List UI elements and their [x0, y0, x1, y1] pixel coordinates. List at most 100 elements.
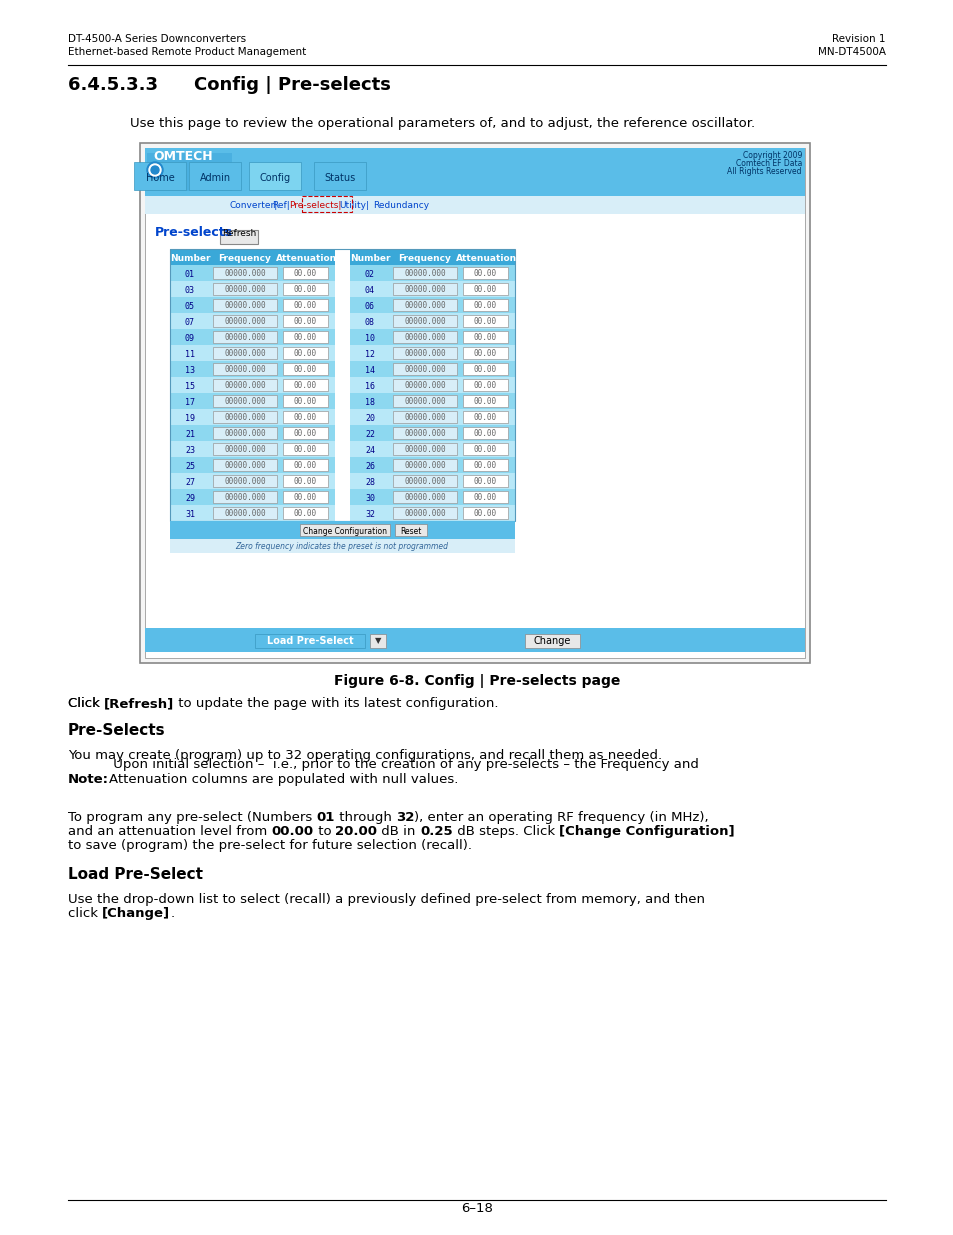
- Text: 00.00: 00.00: [473, 461, 497, 471]
- Text: to update the page with its latest configuration.: to update the page with its latest confi…: [174, 697, 498, 710]
- Text: 00.00: 00.00: [473, 382, 497, 390]
- Bar: [283, 427, 328, 438]
- Text: 00.00: 00.00: [272, 825, 314, 839]
- Text: 13: 13: [185, 366, 194, 375]
- Text: 00000.000: 00000.000: [404, 429, 445, 438]
- Bar: [283, 283, 328, 295]
- Text: 00.00: 00.00: [473, 396, 497, 406]
- Bar: [393, 395, 456, 408]
- Bar: [249, 162, 301, 190]
- Text: 00000.000: 00000.000: [404, 301, 445, 310]
- Bar: [140, 143, 809, 663]
- Bar: [283, 492, 328, 503]
- Text: 20.00: 20.00: [335, 825, 377, 839]
- Text: 00000.000: 00000.000: [404, 445, 445, 454]
- Text: 03: 03: [185, 287, 194, 295]
- Text: 00000.000: 00000.000: [224, 509, 266, 517]
- Text: Converter|: Converter|: [230, 201, 278, 210]
- Text: 00.00: 00.00: [294, 301, 316, 310]
- Text: 01: 01: [185, 270, 194, 279]
- Text: 02: 02: [365, 270, 375, 279]
- Bar: [299, 524, 390, 536]
- Bar: [393, 492, 456, 503]
- Bar: [283, 267, 328, 279]
- Text: 6.4.5.3.3  Config | Pre-selects: 6.4.5.3.3 Config | Pre-selects: [68, 77, 391, 94]
- Text: 00.00: 00.00: [473, 317, 497, 326]
- Bar: [170, 425, 335, 441]
- Bar: [393, 459, 456, 471]
- Text: 00.00: 00.00: [294, 477, 316, 487]
- Text: to save (program) the pre-select for future selection (recall).: to save (program) the pre-select for fut…: [68, 839, 472, 852]
- Text: 00.00: 00.00: [294, 396, 316, 406]
- Text: 00000.000: 00000.000: [224, 285, 266, 294]
- Text: 00.00: 00.00: [473, 301, 497, 310]
- Bar: [462, 299, 507, 311]
- Bar: [170, 521, 515, 538]
- Text: 26: 26: [365, 462, 375, 471]
- Text: 00000.000: 00000.000: [404, 396, 445, 406]
- Bar: [462, 492, 507, 503]
- Text: 05: 05: [185, 303, 194, 311]
- Text: 00.00: 00.00: [473, 350, 497, 358]
- Text: OMTECH: OMTECH: [152, 149, 213, 163]
- Text: Load Pre-Select: Load Pre-Select: [68, 867, 203, 882]
- Text: 00000.000: 00000.000: [224, 412, 266, 422]
- Text: 29: 29: [185, 494, 194, 503]
- Text: 00000.000: 00000.000: [404, 333, 445, 342]
- Text: 00.00: 00.00: [473, 493, 497, 501]
- Bar: [145, 629, 804, 652]
- Text: 00000.000: 00000.000: [224, 493, 266, 501]
- Bar: [145, 148, 804, 196]
- Bar: [462, 411, 507, 424]
- Text: 00.00: 00.00: [294, 429, 316, 438]
- Bar: [462, 508, 507, 519]
- Bar: [350, 249, 515, 266]
- Text: Status: Status: [324, 173, 355, 183]
- Bar: [283, 475, 328, 487]
- Bar: [350, 266, 515, 282]
- Text: 07: 07: [185, 317, 194, 327]
- Text: Refresh: Refresh: [222, 228, 255, 238]
- Text: 00.00: 00.00: [473, 333, 497, 342]
- Bar: [462, 363, 507, 375]
- Text: Note:: Note:: [68, 773, 109, 785]
- Bar: [283, 443, 328, 454]
- Bar: [170, 441, 335, 457]
- Bar: [350, 505, 515, 521]
- Text: Frequency: Frequency: [398, 254, 451, 263]
- Bar: [213, 379, 276, 391]
- Bar: [283, 315, 328, 327]
- Text: Redundancy: Redundancy: [373, 201, 429, 210]
- Bar: [213, 508, 276, 519]
- Text: Pre-selects: Pre-selects: [154, 226, 233, 240]
- Bar: [462, 283, 507, 295]
- Text: Ethernet-based Remote Product Management: Ethernet-based Remote Product Management: [68, 47, 306, 57]
- Text: 00000.000: 00000.000: [224, 445, 266, 454]
- Bar: [393, 267, 456, 279]
- Bar: [170, 409, 335, 425]
- Text: 00000.000: 00000.000: [224, 350, 266, 358]
- Text: 00.00: 00.00: [473, 445, 497, 454]
- Text: 20: 20: [365, 414, 375, 424]
- Text: click: click: [68, 906, 102, 920]
- Text: 08: 08: [365, 317, 375, 327]
- Text: Figure 6-8. Config | Pre-selects page: Figure 6-8. Config | Pre-selects page: [334, 674, 619, 688]
- Bar: [170, 377, 335, 393]
- Text: 00.00: 00.00: [294, 493, 316, 501]
- Bar: [350, 441, 515, 457]
- Bar: [350, 409, 515, 425]
- Text: Comtech EF Data: Comtech EF Data: [735, 159, 801, 168]
- Bar: [213, 427, 276, 438]
- Bar: [145, 148, 804, 658]
- Bar: [393, 427, 456, 438]
- Text: 0.25: 0.25: [419, 825, 453, 839]
- Text: 00.00: 00.00: [473, 412, 497, 422]
- Text: 01: 01: [316, 811, 335, 824]
- Bar: [350, 345, 515, 361]
- Bar: [393, 411, 456, 424]
- Text: 00.00: 00.00: [294, 445, 316, 454]
- Bar: [220, 230, 257, 245]
- Text: 00.00: 00.00: [294, 461, 316, 471]
- Bar: [170, 538, 515, 553]
- Text: Pre-Selects: Pre-Selects: [68, 722, 166, 739]
